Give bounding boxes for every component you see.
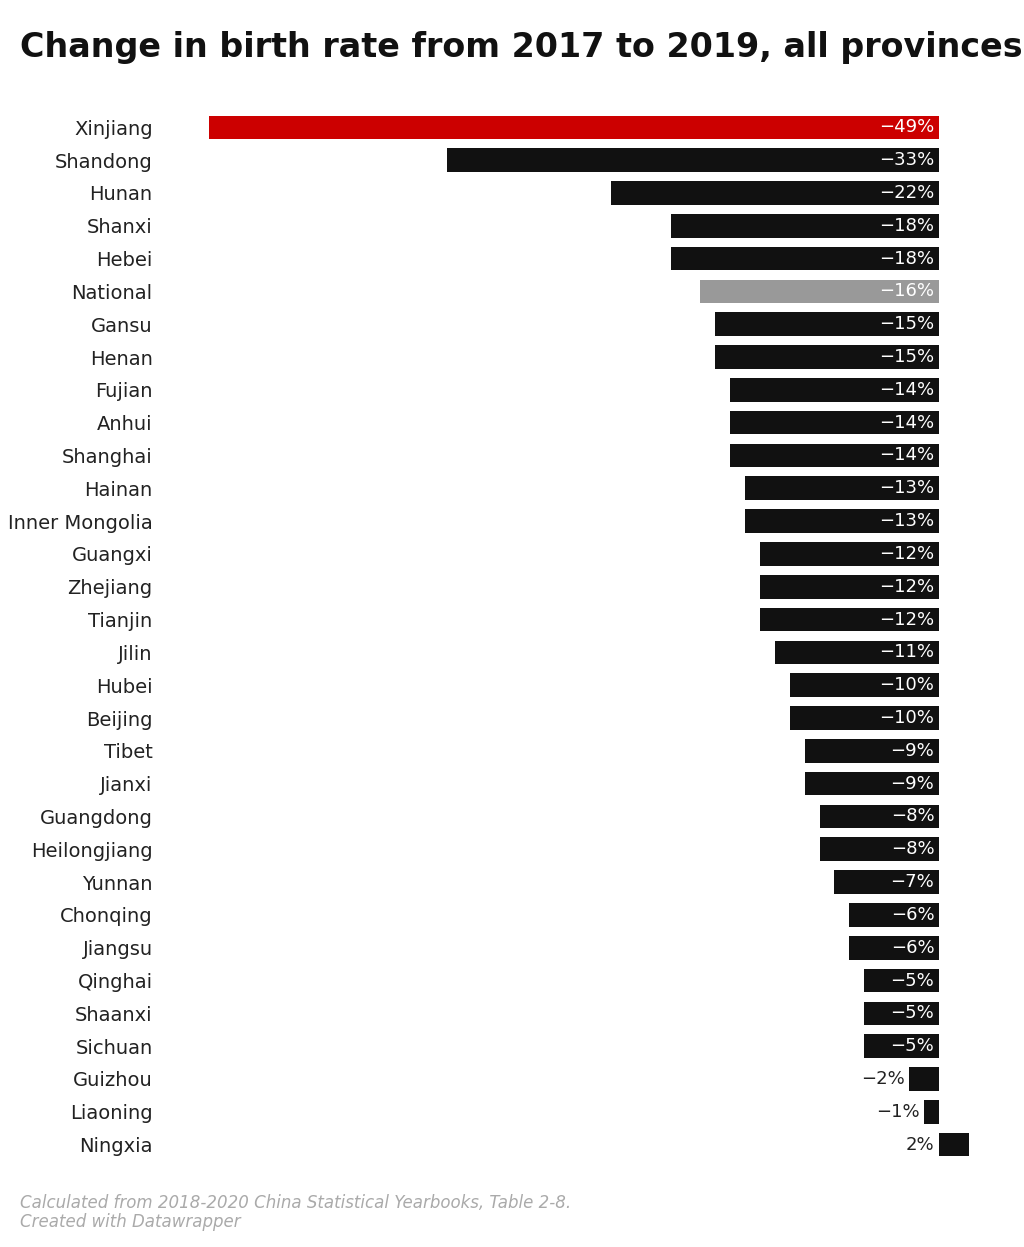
Text: −18%: −18% xyxy=(880,249,934,268)
Bar xyxy=(790,673,939,697)
Text: −16%: −16% xyxy=(880,282,934,301)
Bar xyxy=(745,509,939,532)
Text: −9%: −9% xyxy=(891,774,934,793)
Bar xyxy=(760,542,939,566)
Text: −7%: −7% xyxy=(891,873,934,892)
Text: −5%: −5% xyxy=(891,1038,934,1055)
Text: −2%: −2% xyxy=(861,1070,904,1087)
Bar xyxy=(700,279,939,303)
Text: −6%: −6% xyxy=(891,939,934,956)
Bar xyxy=(209,116,939,140)
Bar xyxy=(730,378,939,402)
Bar xyxy=(671,214,939,238)
Text: −12%: −12% xyxy=(880,577,934,596)
Text: Change in birth rate from 2017 to 2019, all provinces: Change in birth rate from 2017 to 2019, … xyxy=(20,31,1023,64)
Bar xyxy=(447,148,939,172)
Text: −10%: −10% xyxy=(880,710,934,727)
Bar xyxy=(805,739,939,763)
Text: −12%: −12% xyxy=(880,611,934,628)
Bar xyxy=(730,410,939,434)
Bar xyxy=(939,1132,969,1156)
Text: −8%: −8% xyxy=(891,808,934,826)
Bar xyxy=(924,1100,939,1124)
Bar xyxy=(775,641,939,665)
Text: −9%: −9% xyxy=(891,742,934,759)
Bar xyxy=(715,313,939,335)
Bar xyxy=(611,181,939,205)
Text: −33%: −33% xyxy=(879,151,934,170)
Bar xyxy=(819,838,939,862)
Text: −13%: −13% xyxy=(880,479,934,498)
Text: −49%: −49% xyxy=(879,118,934,136)
Text: Created with Datawrapper: Created with Datawrapper xyxy=(20,1213,241,1231)
Text: −6%: −6% xyxy=(891,905,934,924)
Bar xyxy=(849,903,939,927)
Text: −14%: −14% xyxy=(880,446,934,464)
Bar xyxy=(790,706,939,729)
Text: −22%: −22% xyxy=(879,185,934,202)
Bar xyxy=(730,444,939,468)
Text: −15%: −15% xyxy=(880,348,934,367)
Text: −12%: −12% xyxy=(880,545,934,562)
Bar xyxy=(715,345,939,369)
Bar xyxy=(909,1067,939,1091)
Bar xyxy=(835,870,939,894)
Bar xyxy=(864,1034,939,1057)
Text: −1%: −1% xyxy=(876,1102,920,1121)
Text: −11%: −11% xyxy=(880,643,934,661)
Text: −14%: −14% xyxy=(880,380,934,399)
Bar xyxy=(760,575,939,599)
Text: −14%: −14% xyxy=(880,414,934,431)
Text: −8%: −8% xyxy=(891,840,934,858)
Bar xyxy=(849,936,939,959)
Text: −13%: −13% xyxy=(880,513,934,530)
Bar xyxy=(864,969,939,993)
Bar xyxy=(671,247,939,271)
Text: Calculated from 2018-2020 China Statistical Yearbooks, Table 2-8.: Calculated from 2018-2020 China Statisti… xyxy=(20,1195,571,1212)
Text: −5%: −5% xyxy=(891,971,934,990)
Bar xyxy=(805,772,939,796)
Bar xyxy=(819,804,939,828)
Text: 2%: 2% xyxy=(905,1136,934,1153)
Text: −10%: −10% xyxy=(880,676,934,695)
Text: −15%: −15% xyxy=(880,315,934,333)
Bar xyxy=(745,476,939,500)
Text: −5%: −5% xyxy=(891,1004,934,1023)
Text: −18%: −18% xyxy=(880,217,934,234)
Bar xyxy=(864,1001,939,1025)
Bar xyxy=(760,607,939,631)
